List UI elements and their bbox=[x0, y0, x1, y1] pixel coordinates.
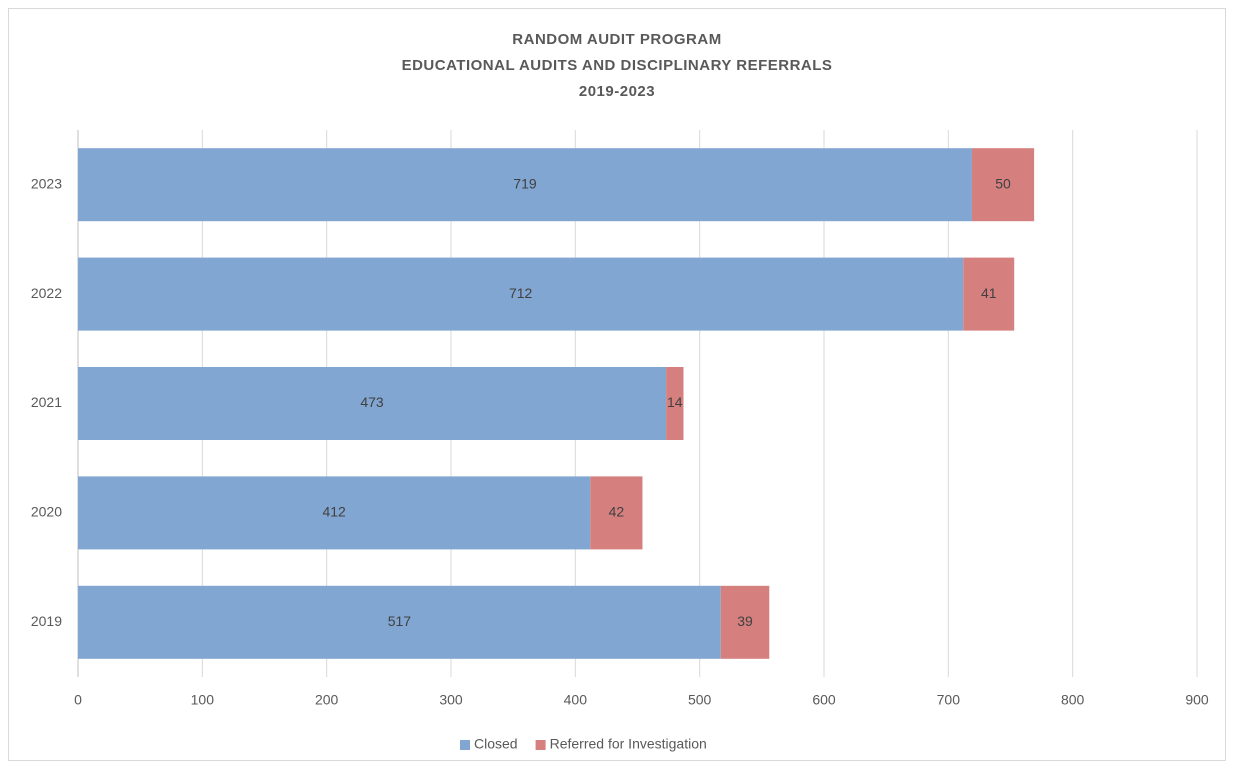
chart-title: 2019-2023 bbox=[579, 83, 655, 100]
bar-segment bbox=[78, 148, 972, 222]
x-tick-label: 500 bbox=[688, 692, 712, 708]
x-tick-label: 0 bbox=[74, 692, 82, 708]
bar-segment bbox=[78, 476, 591, 550]
y-tick-label: 2023 bbox=[31, 175, 62, 191]
data-label: 50 bbox=[995, 175, 1011, 191]
data-label: 517 bbox=[388, 613, 412, 629]
bar-segment bbox=[78, 585, 721, 659]
legend-swatch bbox=[535, 740, 546, 750]
x-tick-label: 900 bbox=[1185, 692, 1209, 708]
data-label: 14 bbox=[667, 394, 683, 410]
x-tick-label: 300 bbox=[439, 692, 463, 708]
data-label: 473 bbox=[360, 394, 384, 410]
data-label: 412 bbox=[322, 504, 346, 520]
x-tick-label: 600 bbox=[812, 692, 836, 708]
bar-segment bbox=[963, 257, 1015, 331]
x-tick-label: 400 bbox=[564, 692, 588, 708]
data-label: 42 bbox=[609, 504, 625, 520]
y-tick-label: 2022 bbox=[31, 285, 62, 301]
bar-segment bbox=[78, 367, 667, 440]
bar-segment bbox=[720, 585, 770, 659]
y-tick-label: 2021 bbox=[31, 394, 62, 410]
x-tick-label: 100 bbox=[191, 692, 215, 708]
bar-segment bbox=[971, 148, 1035, 222]
data-label: 719 bbox=[513, 175, 537, 191]
data-label: 41 bbox=[981, 285, 997, 301]
bar-segment bbox=[590, 476, 643, 550]
chart-title: EDUCATIONAL AUDITS AND DISCIPLINARY REFE… bbox=[402, 57, 833, 74]
legend-label: Referred for Investigation bbox=[550, 736, 707, 752]
y-tick-label: 2019 bbox=[31, 613, 62, 629]
y-tick-label: 2020 bbox=[31, 504, 62, 520]
data-label: 712 bbox=[509, 285, 533, 301]
legend-label: Closed bbox=[474, 736, 518, 752]
bar-segment bbox=[78, 257, 964, 331]
data-label: 39 bbox=[737, 613, 753, 629]
legend-swatch bbox=[460, 740, 470, 750]
x-tick-label: 700 bbox=[937, 692, 961, 708]
x-tick-label: 800 bbox=[1061, 692, 1085, 708]
chart-title: RANDOM AUDIT PROGRAM bbox=[512, 31, 721, 48]
x-tick-label: 200 bbox=[315, 692, 339, 708]
bar-segment bbox=[666, 367, 684, 440]
